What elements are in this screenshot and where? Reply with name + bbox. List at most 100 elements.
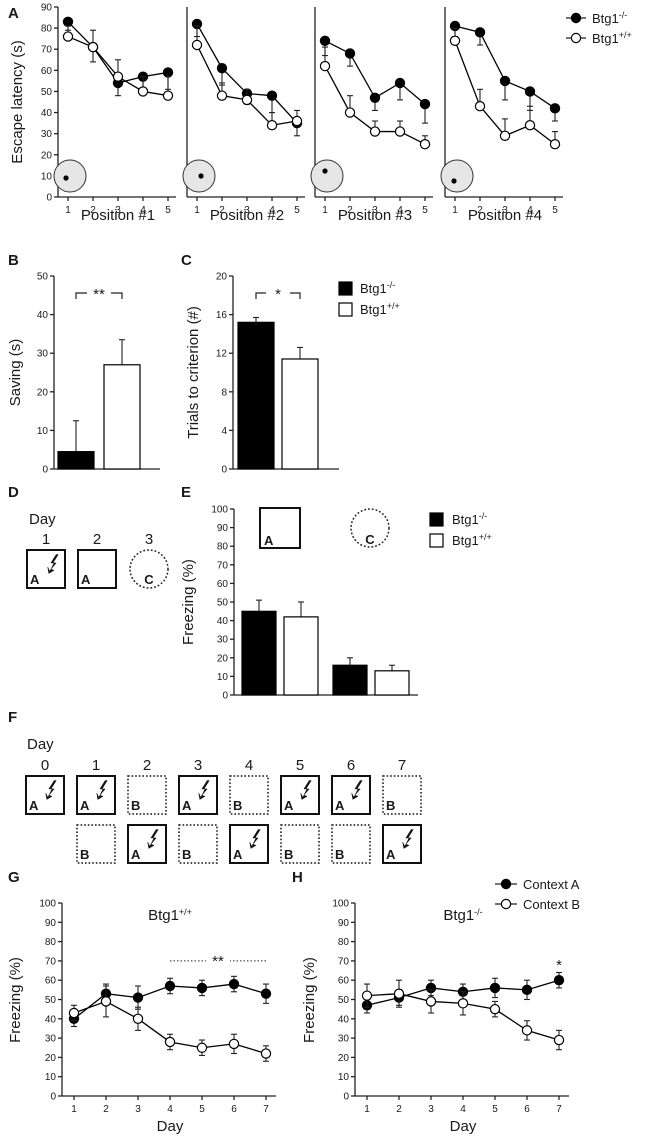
panel-a-legend-label: Btg1-/- (592, 10, 627, 26)
panel-g-x-tick-label: 3 (135, 1104, 141, 1115)
panel-d-day-number: 1 (42, 531, 50, 548)
panel-e-legend-label: Btg1+/+ (452, 532, 492, 548)
panel-e: E 0 10 20 30 40 50 60 70 80 90 100 Freezing (%) A C Btg… (180, 484, 492, 702)
context-label: A (284, 798, 294, 813)
panel-g-x-tick-label: 6 (231, 1104, 237, 1115)
context-box (280, 824, 320, 864)
panel-c-y-tick-label: 8 (221, 387, 227, 398)
lightning-icon (147, 829, 159, 849)
context-box (77, 549, 117, 589)
panel-a-subplot-4: 1 2 3 4 5 Position #4 (440, 7, 563, 224)
context-label: A (29, 798, 39, 813)
panel-a-point (394, 126, 406, 137)
panel-a-subplot-title: Position #4 (468, 207, 542, 224)
panel-b-letter: B (8, 252, 19, 269)
panel-c-legend-swatch (338, 281, 353, 296)
panel-h-significance: * (556, 957, 562, 974)
panel-h-legend-label: Context B (523, 897, 580, 912)
panel-c-legend-label: Btg1-/- (360, 280, 395, 296)
context-box (178, 824, 218, 864)
panel-f-day-number: 5 (296, 757, 304, 774)
panel-d-day-heading: Day (29, 511, 56, 528)
panel-h-x-tick-label: 4 (460, 1104, 466, 1115)
panel-a-subplot-2: 1 2 3 4 5 Position #2 (182, 7, 305, 224)
pool-icon (310, 159, 344, 193)
panel-b-bracket-gap (87, 287, 111, 299)
panel-a-series-line (196, 23, 298, 124)
panel-a-x-tick-label: 1 (194, 205, 200, 216)
context-c-circle (350, 508, 390, 548)
panel-g-x-label: Day (157, 1118, 184, 1135)
panel-h-y-label: Freezing (%) (301, 957, 318, 1043)
context-label: A (182, 798, 192, 813)
panel-a-x-tick-label: 5 (165, 205, 171, 216)
panel-h-y-tick-label: 40 (338, 1014, 350, 1025)
panel-g-point (164, 1036, 176, 1048)
context-label: B (182, 847, 191, 862)
panel-a-point (474, 101, 486, 112)
panel-h-point (457, 998, 469, 1009)
panel-g-point (196, 1042, 208, 1053)
panel-e-y-tick-label: 0 (222, 691, 228, 702)
context-box (382, 775, 422, 815)
context-box (127, 824, 167, 864)
panel-h-legend-marker (500, 878, 512, 890)
context-label: B (80, 847, 89, 862)
panel-h-x-tick-label: 7 (556, 1104, 562, 1115)
panel-a-y-tick-label: 0 (46, 193, 52, 204)
panel-h-x-tick-label: 5 (492, 1104, 498, 1115)
panel-e-y-tick-label: 90 (217, 523, 229, 534)
context-label: B (131, 798, 140, 813)
context-box (178, 775, 218, 815)
panel-a-subplot-title: Position #1 (81, 207, 155, 224)
panel-h-point (553, 1034, 565, 1046)
panel-h-point (521, 984, 533, 996)
panel-a-point (549, 103, 561, 114)
panel-h-x-tick-label: 1 (364, 1104, 370, 1115)
platform-icon (322, 168, 328, 174)
panel-b-y-label: Saving (s) (7, 339, 24, 407)
panel-g-point (100, 996, 112, 1007)
context-label: A (386, 847, 396, 862)
panel-a-point (344, 48, 356, 59)
panel-a-point (499, 130, 511, 141)
lightning-icon (47, 554, 59, 574)
panel-e-letter: E (181, 484, 191, 501)
panel-e-legend-swatch (429, 512, 444, 527)
panel-a-y-tick-label: 10 (41, 171, 53, 182)
panel-f: F Day 0 1 2 3 4 5 6 7 A A B A B A A B B A B A B B A (8, 709, 422, 864)
panel-a-x-tick-label: 4 (527, 205, 533, 216)
panel-h-y-tick-label: 10 (338, 1072, 350, 1083)
panel-g-y-tick-label: 70 (45, 956, 57, 967)
panel-a-x-tick-label: 3 (115, 205, 121, 216)
panel-c-significance: * (275, 286, 281, 303)
panel-a-point (474, 27, 486, 38)
panel-d-day-number: 3 (145, 531, 153, 548)
lightning-icon (402, 829, 414, 849)
panel-a-series-line (196, 44, 298, 126)
panel-h-y-tick-label: 90 (338, 918, 350, 929)
panel-f-day-number: 0 (41, 757, 49, 774)
panel-e-bar (241, 610, 277, 696)
context-box (259, 507, 301, 549)
panel-h: H 0 10 20 30 40 50 60 70 80 90 100 1 2 3 4 5 6 7 Day Freezin… (292, 869, 580, 1135)
panel-g-x-tick-label: 7 (263, 1104, 269, 1115)
panel-e-y-tick-label: 40 (217, 616, 229, 627)
panel-e-y-label: Freezing (%) (180, 559, 197, 645)
context-label: C (365, 532, 375, 547)
panel-h-x-tick-label: 2 (396, 1104, 402, 1115)
panel-g-x-tick-label: 4 (167, 1104, 173, 1115)
panel-g-title: Btg1+/+ (148, 907, 192, 924)
panel-g-y-tick-label: 100 (39, 899, 56, 910)
panel-e-legend-label: Btg1-/- (452, 511, 487, 527)
panel-a-y-tick-label: 40 (41, 108, 53, 119)
panel-g-x-tick-label: 5 (199, 1104, 205, 1115)
panel-a-point (344, 107, 356, 118)
panel-a-point (112, 71, 124, 82)
context-label: A (81, 572, 91, 587)
panel-a-y-label: Escape latency (s) (9, 40, 26, 163)
panel-d-day-number: 2 (93, 531, 101, 548)
context-label: A (335, 798, 345, 813)
panel-e-bar (332, 664, 368, 696)
panel-e-y-tick-label: 80 (217, 542, 229, 553)
